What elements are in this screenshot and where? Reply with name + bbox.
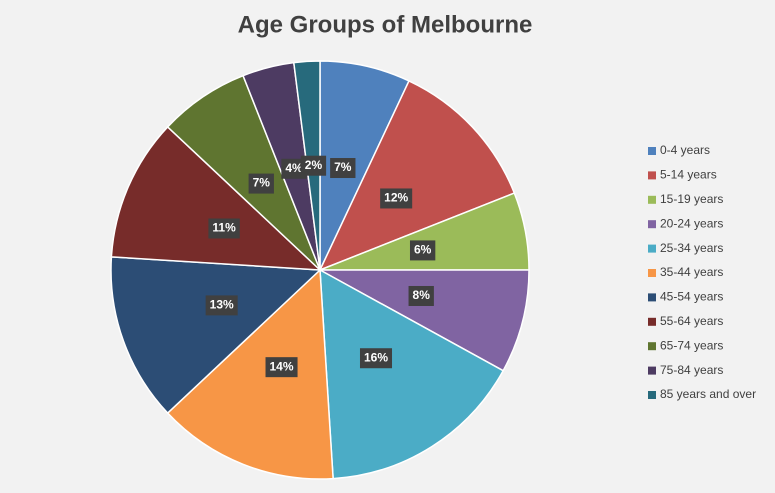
legend-label: 0-4 years	[660, 143, 710, 157]
legend-swatch	[648, 147, 656, 155]
legend-swatch	[648, 171, 656, 180]
data-label: 13%	[210, 298, 234, 312]
data-label: 6%	[414, 243, 432, 257]
data-label-box	[330, 158, 356, 179]
data-label: 7%	[334, 160, 352, 174]
data-label-box	[300, 155, 327, 176]
data-label-box	[380, 188, 413, 209]
data-label: 7%	[253, 176, 271, 190]
pie-slice	[319, 268, 505, 480]
data-label-box	[265, 357, 298, 378]
legend-label: 85 years and over	[660, 387, 756, 401]
pie-slice	[166, 268, 334, 480]
legend-label: 35-44 years	[660, 265, 723, 279]
pie-slice	[319, 269, 530, 372]
legend-label: 25-34 years	[660, 241, 723, 255]
data-label-box	[281, 158, 307, 179]
legend-swatch	[648, 366, 656, 375]
legend-label: 55-64 years	[660, 314, 723, 328]
pie-slice	[318, 79, 516, 272]
legend-label: 15-19 years	[660, 192, 723, 206]
data-label-box	[359, 348, 393, 369]
data-label: 2%	[305, 158, 323, 172]
data-label-box	[248, 173, 274, 194]
legend-swatch	[648, 293, 656, 302]
data-label: 16%	[364, 350, 388, 364]
legend-swatch	[648, 244, 656, 253]
data-label-box	[208, 218, 240, 239]
data-label: 4%	[285, 161, 303, 175]
legend-swatch	[648, 195, 656, 204]
data-label: 11%	[212, 221, 236, 235]
chart-title: Age Groups of Melbourne	[238, 11, 533, 38]
pie-slice	[110, 125, 323, 271]
data-label-box	[409, 240, 436, 261]
pie-slice	[110, 256, 322, 415]
legend-swatch	[648, 269, 656, 277]
data-label: 14%	[270, 359, 294, 373]
legend-swatch	[648, 317, 656, 326]
legend-label: 45-54 years	[660, 290, 723, 304]
legend-label: 20-24 years	[660, 216, 723, 230]
legend-swatch	[648, 342, 656, 351]
data-label-box	[205, 295, 238, 316]
data-label: 12%	[384, 191, 408, 205]
legend-label: 5-14 years	[660, 168, 717, 182]
legend-label: 65-74 years	[660, 338, 723, 352]
data-label: 8%	[413, 288, 431, 302]
data-label-box	[408, 285, 434, 306]
legend-swatch	[648, 220, 656, 229]
legend-label: 75-84 years	[660, 363, 723, 377]
legend-swatch	[648, 391, 656, 399]
